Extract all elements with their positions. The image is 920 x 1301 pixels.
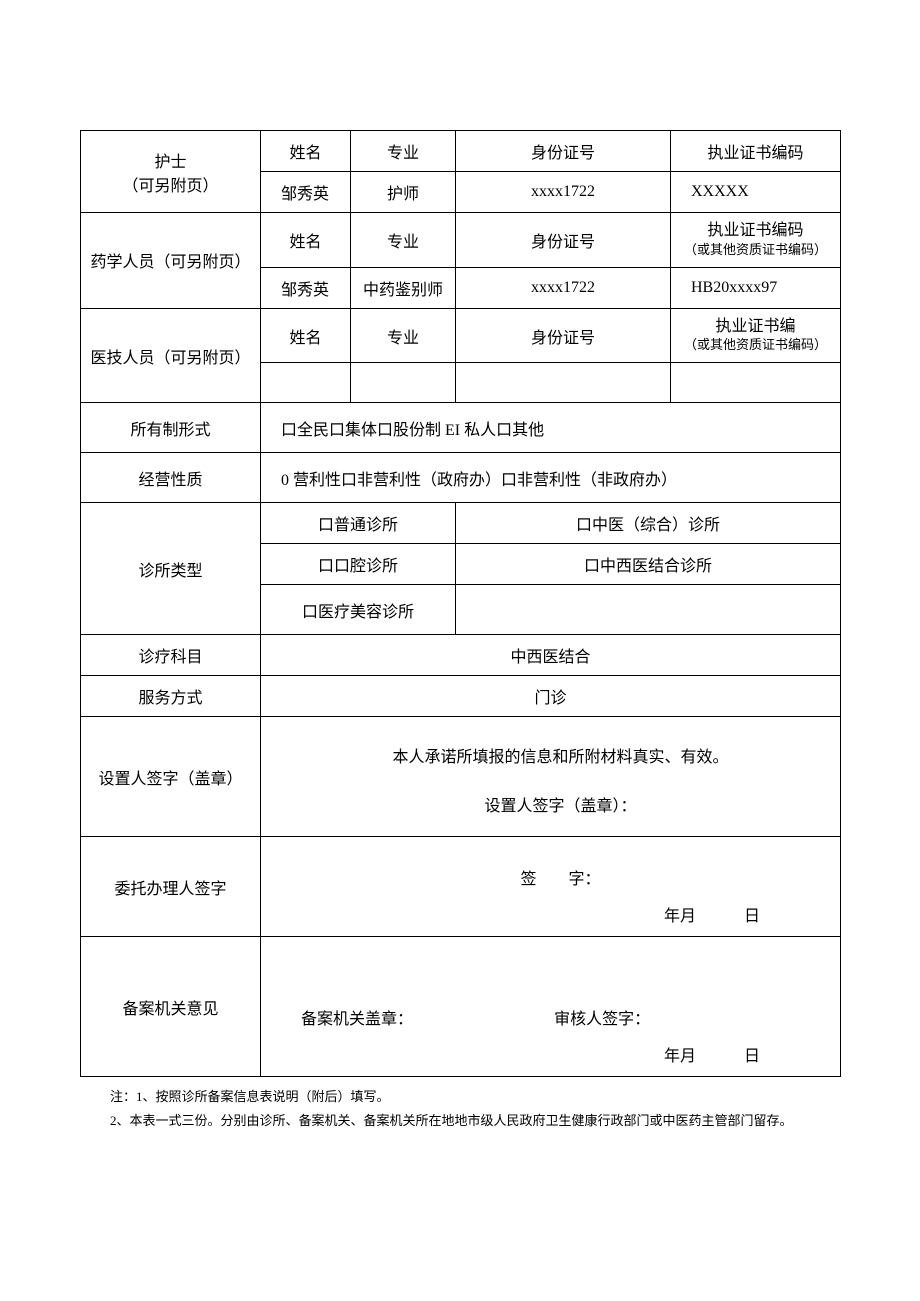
subjects-value: 中西医结合	[261, 635, 841, 676]
pharma-cert-main: 执业证书编码	[677, 221, 834, 242]
biznature-value: 0 营利性口非营利性（政府办）口非营利性（非政府办）	[261, 453, 841, 503]
clinictype-r2c2: 口中西医结合诊所	[456, 544, 841, 585]
tech-cert-note: （或其他资质证书编码）	[677, 337, 834, 354]
setupsign-block: 本人承诺所填报的信息和所附材料真实、有效。 设置人签字（盖章）：	[261, 717, 841, 837]
pharma-hdr-cert: 执业证书编码 （或其他资质证书编码）	[671, 213, 841, 268]
tech-id	[456, 363, 671, 403]
pharma-hdr-id: 身份证号	[456, 213, 671, 268]
setupsign-label: 设置人签字（盖章）	[81, 717, 261, 837]
tech-section-label: 医技人员（可另附页）	[81, 308, 261, 403]
clinic-filing-table: 护士 （可另附页） 姓名 专业 身份证号 执业证书编码 邹秀英 护师 xxxx1…	[80, 130, 841, 1077]
tech-cert	[671, 363, 841, 403]
pharma-cert-note: （或其他资质证书编码）	[677, 242, 834, 259]
setupsign-line1: 本人承诺所填报的信息和所附材料真实、有效。	[301, 740, 820, 775]
footnote-1: 注：1、按照诊所备案信息表说明（附后）填写。	[110, 1085, 840, 1108]
nurse-section-label: 护士 （可另附页）	[81, 131, 261, 213]
subjects-label: 诊疗科目	[81, 635, 261, 676]
tech-hdr-major: 专业	[351, 308, 456, 363]
pharma-major: 中药鉴别师	[351, 267, 456, 308]
tech-hdr-name: 姓名	[261, 308, 351, 363]
biznature-label: 经营性质	[81, 453, 261, 503]
nurse-hdr-cert: 执业证书编码	[671, 131, 841, 172]
ownership-value: 口全民口集体口股份制 EI 私人口其他	[261, 403, 841, 453]
nurse-id: xxxx1722	[456, 172, 671, 213]
tech-hdr-id: 身份证号	[456, 308, 671, 363]
nurse-major: 护师	[351, 172, 456, 213]
clinictype-r3c2	[456, 585, 841, 635]
pharma-cert: HB20xxxx97	[671, 267, 841, 308]
nurse-cert: XXXXX	[671, 172, 841, 213]
clinictype-r1c2: 口中医（综合）诊所	[456, 503, 841, 544]
setupsign-line2: 设置人签字（盖章）：	[301, 789, 820, 824]
nurse-hdr-name: 姓名	[261, 131, 351, 172]
nurse-name: 邹秀英	[261, 172, 351, 213]
nurse-hdr-major: 专业	[351, 131, 456, 172]
agency-reviewer: 审核人签字：	[554, 1005, 803, 1029]
pharma-hdr-major: 专业	[351, 213, 456, 268]
agency-stamp: 备案机关盖章：	[301, 1005, 550, 1029]
tech-name	[261, 363, 351, 403]
tech-major	[351, 363, 456, 403]
agentsign-block: 签 字： 年月 日	[261, 837, 841, 937]
tech-cert-main: 执业证书编	[677, 317, 834, 338]
service-label: 服务方式	[81, 676, 261, 717]
clinictype-r3c1: 口医疗美容诊所	[261, 585, 456, 635]
agentsign-label: 委托办理人签字	[81, 837, 261, 937]
agentsign-date: 年月 日	[664, 902, 760, 926]
pharma-name: 邹秀英	[261, 267, 351, 308]
clinictype-r1c1: 口普通诊所	[261, 503, 456, 544]
agency-row: 备案机关盖章： 审核人签字：	[301, 1005, 820, 1029]
nurse-note: （可另附页）	[87, 172, 254, 196]
nurse-label: 护士	[87, 148, 254, 172]
nurse-hdr-id: 身份证号	[456, 131, 671, 172]
pharma-hdr-name: 姓名	[261, 213, 351, 268]
pharma-id: xxxx1722	[456, 267, 671, 308]
clinictype-label: 诊所类型	[81, 503, 261, 635]
service-value: 门诊	[261, 676, 841, 717]
clinictype-r2c1: 口口腔诊所	[261, 544, 456, 585]
tech-hdr-cert: 执业证书编 （或其他资质证书编码）	[671, 308, 841, 363]
agency-label: 备案机关意见	[81, 937, 261, 1077]
agency-date: 年月 日	[664, 1042, 760, 1066]
footnote-2: 2、本表一式三份。分别由诊所、备案机关、备案机关所在地地市级人民政府卫生健康行政…	[110, 1109, 840, 1132]
pharma-section-label: 药学人员（可另附页）	[81, 213, 261, 309]
ownership-label: 所有制形式	[81, 403, 261, 453]
agency-block: 备案机关盖章： 审核人签字： 年月 日	[261, 937, 841, 1077]
footnotes: 注：1、按照诊所备案信息表说明（附后）填写。 2、本表一式三份。分别由诊所、备案…	[80, 1085, 840, 1132]
